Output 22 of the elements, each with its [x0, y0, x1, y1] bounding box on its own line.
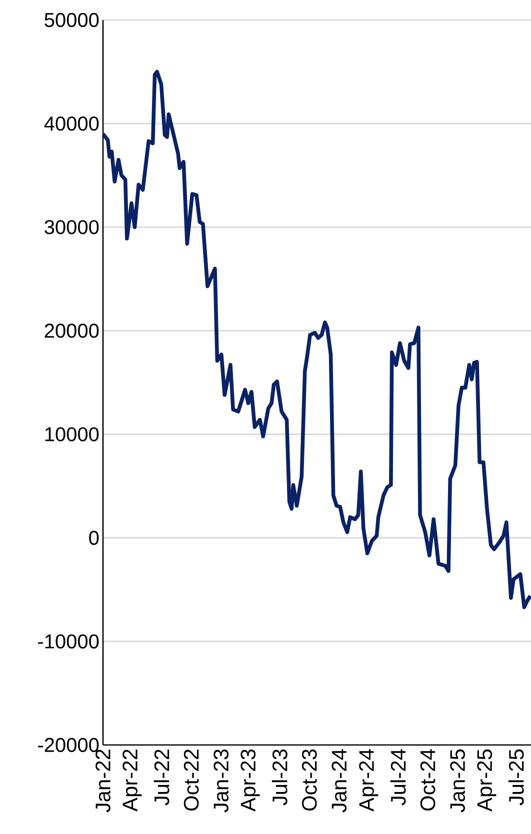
x-tick-label: Jan-24 — [332, 749, 347, 812]
x-tick-label: Jan-23 — [214, 749, 229, 812]
line-series — [103, 70, 531, 610]
x-tick-label: Apr-23 — [240, 749, 260, 812]
x-tick-label: Oct-22 — [184, 750, 199, 811]
x-tick-label: Oct-23 — [302, 749, 317, 811]
x-tick-label: Oct-24 — [420, 749, 436, 811]
x-tick-label: Jan-25 — [450, 749, 465, 812]
x-tick-label: Jul-25 — [508, 749, 524, 806]
y-tick-label: 10000 — [45, 427, 99, 442]
x-tick-label: Jul-24 — [390, 749, 406, 806]
x-tick-label: Jul-22 — [154, 750, 170, 806]
y-tick-label: 50000 — [44, 12, 99, 28]
x-tick-label: Apr-24 — [359, 749, 378, 812]
x-tick-label: Apr-22 — [122, 750, 142, 812]
x-tick-label: Jul-23 — [272, 749, 288, 806]
x-tick-label: Apr-25 — [477, 749, 496, 812]
y-tick-label: 40000 — [44, 116, 99, 131]
y-tick-label: 20000 — [44, 324, 99, 338]
y-tick-label: 0 — [89, 530, 99, 545]
y-tick-label: 30000 — [44, 220, 99, 234]
y-tick-label: -10000 — [38, 634, 99, 648]
